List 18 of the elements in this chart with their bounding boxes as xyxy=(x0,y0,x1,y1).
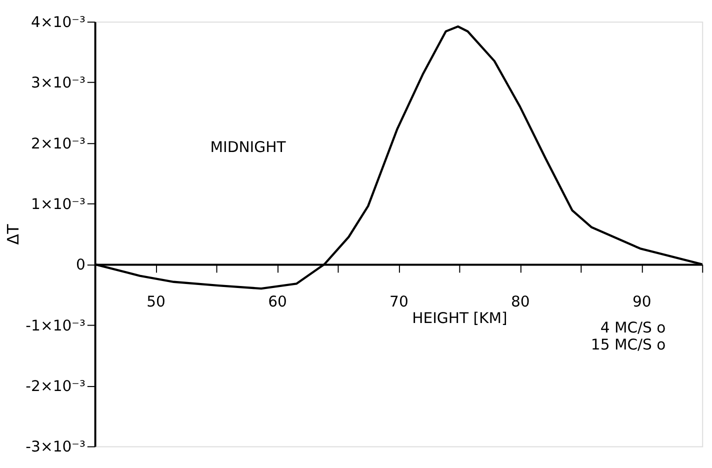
annotation: MIDNIGHT xyxy=(210,138,287,156)
x-axis-title: HEIGHT [KM] xyxy=(412,310,508,328)
y-tick-label: 4×10⁻³ xyxy=(31,14,86,32)
x-tick-label: 50 xyxy=(146,293,166,310)
annotation: 4 MC/S o xyxy=(600,319,666,336)
y-tick-label: -1×10⁻³ xyxy=(26,317,86,334)
y-tick-label: 3×10⁻³ xyxy=(31,74,86,92)
annotation: 15 MC/S o xyxy=(590,336,666,354)
y-tick-label: 0 xyxy=(76,256,86,274)
y-axis-title: ΔT xyxy=(4,224,23,245)
y-tick-label: 1×10⁻³ xyxy=(31,196,86,214)
x-tick-label: 60 xyxy=(268,293,287,310)
x-tick-label: 70 xyxy=(390,293,408,310)
y-tick-label: -3×10⁻³ xyxy=(26,438,86,456)
x-tick-label: 90 xyxy=(632,293,652,310)
x-tick-label: 80 xyxy=(511,293,530,310)
y-tick-label: -2×10⁻³ xyxy=(26,378,86,396)
y-tick-label: 2×10⁻³ xyxy=(31,135,86,152)
